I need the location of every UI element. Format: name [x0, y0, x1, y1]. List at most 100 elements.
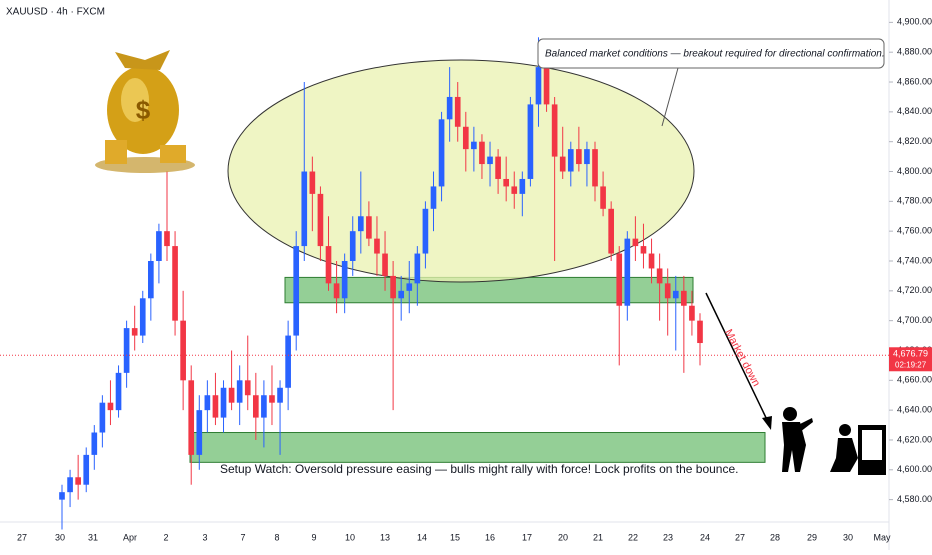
candle-body — [527, 104, 534, 179]
candle-body — [398, 290, 405, 299]
candle-body — [438, 119, 445, 187]
x-tick-label: 8 — [274, 532, 279, 542]
candle-body — [349, 231, 356, 261]
chart-title: XAUUSD · 4h · FXCM — [6, 7, 105, 18]
x-tick-label: 7 — [240, 532, 245, 542]
x-tick-label: 22 — [628, 532, 638, 542]
candle-body — [188, 380, 195, 455]
candle-body — [551, 104, 558, 157]
candle-body — [656, 268, 663, 284]
y-tick-label: 4,640.00 — [897, 405, 932, 415]
candle-body — [672, 290, 679, 299]
arrow — [705, 292, 772, 430]
y-tick-label: 4,900.00 — [897, 17, 932, 27]
candle-body — [632, 238, 639, 247]
candle-body — [83, 454, 90, 485]
y-tick-label: 4,800.00 — [897, 166, 932, 176]
y-tick-label: 4,880.00 — [897, 47, 932, 57]
candle-body — [59, 492, 65, 500]
candle-body — [301, 171, 308, 247]
annotation-callout: Balanced market conditions — breakout re… — [537, 38, 885, 127]
candle-body — [67, 477, 73, 493]
vending-figure — [830, 424, 886, 475]
candle-body — [244, 380, 251, 396]
annotation-top: Balanced market conditions — breakout re… — [545, 49, 885, 60]
y-tick-label: 4,840.00 — [897, 106, 932, 116]
candle-body — [236, 380, 243, 403]
annotation-bottom: Setup Watch: Oversold pressure easing — … — [220, 462, 738, 476]
candle-body — [325, 246, 332, 284]
x-tick-label: 14 — [417, 532, 427, 542]
y-tick-label: 4,660.00 — [897, 375, 932, 385]
y-tick-label: 4,860.00 — [897, 76, 932, 86]
candle-body — [164, 231, 170, 247]
svg-text:$: $ — [136, 95, 151, 125]
candle-body — [543, 67, 550, 105]
y-tick-label: 4,820.00 — [897, 136, 932, 146]
candle-body — [462, 126, 469, 150]
x-tick-label: 2 — [163, 532, 168, 542]
y-tick-label: 4,780.00 — [897, 196, 932, 206]
candle-body — [156, 231, 162, 261]
x-tick-label: May — [873, 532, 891, 542]
candle-body — [511, 186, 518, 194]
candle-body — [115, 372, 122, 411]
x-tick-label: 21 — [593, 532, 603, 542]
candle-body — [374, 238, 380, 254]
x-tick-label: 16 — [485, 532, 495, 542]
candle-body — [648, 253, 655, 269]
range-ellipse — [227, 59, 695, 283]
candle-body — [616, 253, 623, 306]
y-tick-label: 4,620.00 — [897, 434, 932, 444]
candle-body — [479, 141, 485, 165]
candle-body — [91, 432, 98, 455]
x-tick-label: 27 — [735, 532, 745, 542]
current-price-box — [889, 347, 932, 372]
current-price-label: 4,676.79 — [893, 349, 928, 359]
candle-body — [317, 193, 324, 247]
candle-body — [576, 149, 582, 165]
candle-body — [228, 387, 235, 403]
candle-body — [180, 320, 186, 381]
candle-body — [584, 149, 590, 165]
candle-body — [487, 156, 493, 165]
y-tick-label: 4,580.00 — [897, 494, 932, 504]
candle-body — [123, 328, 130, 373]
candles — [59, 37, 703, 530]
candle-body — [600, 186, 606, 209]
x-tick-label: 23 — [663, 532, 673, 542]
pointing-man — [782, 407, 813, 472]
candle-body — [333, 283, 340, 299]
x-tick-label: 3 — [202, 532, 207, 542]
axes: 4,580.00 4,600.00 4,620.00 4,640.00 4,660.00… — [0, 17, 932, 542]
x-tick-label: 27 — [17, 532, 27, 542]
candle-body — [341, 261, 348, 299]
candle-body — [261, 395, 267, 418]
candle-body — [382, 253, 388, 276]
x-tick-label: 9 — [311, 532, 316, 542]
y-tick-label: 4,600.00 — [897, 464, 932, 474]
candle-body — [99, 402, 106, 433]
candle-body — [446, 96, 453, 120]
x-tick-label: 20 — [558, 532, 568, 542]
candle-body — [107, 402, 114, 411]
candle-body — [519, 178, 526, 194]
candle-body — [422, 208, 429, 254]
x-tick-label: 17 — [522, 532, 532, 542]
candle-body — [503, 178, 510, 187]
x-tick-label: 28 — [770, 532, 780, 542]
y-tick-label: 4,700.00 — [897, 315, 932, 325]
candle-body — [471, 141, 477, 150]
x-tick-label: 10 — [345, 532, 355, 542]
candle-body — [75, 477, 81, 485]
candle-body — [220, 387, 227, 418]
x-tick-label: 31 — [88, 532, 98, 542]
y-tick-label: 4,720.00 — [897, 285, 932, 295]
candle-body — [567, 149, 574, 172]
candle-body — [390, 275, 396, 299]
candle-body — [681, 290, 687, 306]
y-tick-label: 4,760.00 — [897, 226, 932, 236]
candle-body — [559, 156, 566, 172]
candle-body — [285, 335, 291, 388]
